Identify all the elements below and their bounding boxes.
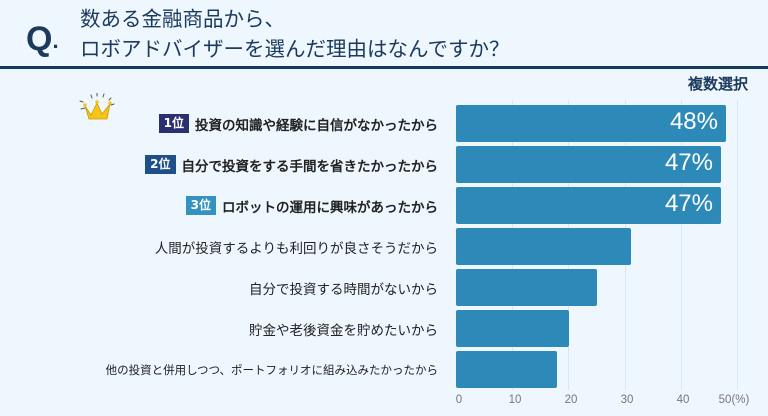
row-label-5: 自分で投資する時間がないから: [249, 269, 438, 306]
rank-badge-1: 1位: [158, 114, 189, 133]
crown-icon: [79, 93, 115, 120]
gridline-50: [737, 100, 738, 390]
row-label-2: 2位 自分で投資をする手間を省きたかったから: [145, 146, 438, 183]
category-label: 自分で投資する時間がないから: [249, 281, 438, 298]
rank-badge-2: 2位: [145, 155, 176, 174]
bar-value-label: 47%: [664, 190, 713, 217]
x-tick-50: 50(%): [718, 394, 750, 406]
x-tick-10: 10: [508, 394, 522, 406]
category-label: 貯金や老後資金を貯めたいから: [249, 322, 438, 339]
q-letter: Q: [26, 20, 52, 58]
x-tick-40: 40: [676, 394, 690, 406]
bar-6: [456, 310, 569, 347]
title-line-2: ロボアドバイザーを選んだ理由はなんですか？: [80, 37, 510, 61]
category-label: 他の投資と併用しつつ、ポートフォリオに組み込みたかったから: [105, 362, 438, 377]
row-label-1: 1位 投資の知識や経験に自信がなかったから: [158, 105, 438, 142]
x-tick-0: 0: [455, 394, 463, 406]
bar-value-label: 48%: [669, 108, 718, 135]
q-dot: .: [52, 28, 58, 53]
page-title: 数ある金融商品から、 ロボアドバイザーを選んだ理由はなんですか？: [80, 4, 509, 64]
x-tick-30: 30: [620, 394, 634, 406]
x-tick-20: 20: [564, 394, 578, 406]
category-label: 自分で投資をする手間を省きたかったから: [181, 158, 439, 175]
row-label-6: 貯金や老後資金を貯めたいから: [249, 310, 438, 347]
category-label: 投資の知識や経験に自信がなかったから: [195, 117, 438, 134]
title-line-1: 数ある金融商品から、: [80, 7, 285, 31]
category-label: ロボットの運用に興味があったから: [222, 199, 438, 216]
row-label-4: 人間が投資するよりも利回りが良さそうだから: [155, 228, 438, 265]
bar-7: [456, 351, 557, 388]
header-divider: [0, 66, 768, 69]
bar-3: 47%: [456, 187, 721, 224]
bar-5: [456, 269, 597, 306]
gridline-40: [681, 100, 682, 390]
category-label: 人間が投資するよりも利回りが良さそうだから: [154, 240, 438, 257]
row-label-3: 3位 ロボットの運用に興味があったから: [185, 187, 438, 224]
row-label-7: 他の投資と併用しつつ、ポートフォリオに組み込みたかったから: [106, 351, 438, 388]
rank-badge-3: 3位: [185, 196, 216, 215]
multi-select-note: 複数選択: [687, 75, 748, 93]
bar-2: 47%: [456, 146, 721, 183]
bar-value-label: 47%: [664, 149, 713, 176]
bar-1: 48%: [456, 105, 726, 142]
question-mark-label: Q.: [26, 20, 59, 59]
bar-4: [456, 228, 631, 265]
